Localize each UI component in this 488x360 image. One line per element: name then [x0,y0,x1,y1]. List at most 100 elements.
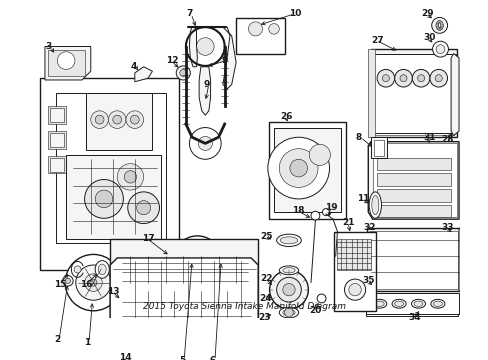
Text: 33: 33 [441,224,453,233]
Circle shape [113,115,122,124]
Ellipse shape [398,302,409,314]
Polygon shape [223,247,229,274]
Circle shape [382,75,388,82]
Text: 7: 7 [185,9,192,18]
Text: 32: 32 [363,224,376,233]
Text: 10: 10 [288,9,301,18]
Text: 28: 28 [441,135,453,144]
Circle shape [429,69,447,87]
Text: 31: 31 [422,133,434,142]
Circle shape [284,308,293,317]
Ellipse shape [366,302,377,314]
Polygon shape [199,67,210,115]
Circle shape [440,24,443,27]
Bar [370,137,386,158]
Circle shape [267,137,329,199]
Bar [373,140,384,156]
Ellipse shape [279,307,298,318]
Circle shape [310,211,319,220]
Circle shape [435,45,444,54]
Circle shape [84,180,123,218]
Circle shape [435,24,438,27]
Text: 8: 8 [354,133,361,142]
Ellipse shape [376,154,447,165]
Ellipse shape [280,237,297,244]
Text: 3: 3 [45,42,51,51]
Ellipse shape [375,301,384,306]
Circle shape [172,236,222,285]
Ellipse shape [376,202,447,212]
Text: 19: 19 [325,203,337,212]
Circle shape [317,294,325,303]
Text: 12: 12 [165,56,178,65]
Ellipse shape [98,264,106,275]
Bar [121,255,250,286]
Bar [365,300,457,316]
Circle shape [117,164,143,190]
Circle shape [190,253,204,267]
Text: 25: 25 [260,232,272,241]
Circle shape [435,24,438,27]
Circle shape [324,183,329,188]
Circle shape [189,127,221,159]
Circle shape [440,23,443,26]
Circle shape [435,26,438,28]
Polygon shape [66,155,161,239]
Circle shape [208,245,240,276]
Circle shape [411,67,429,84]
Circle shape [381,71,389,80]
Circle shape [394,67,411,84]
Circle shape [289,159,307,177]
Circle shape [435,26,438,29]
Circle shape [185,27,224,66]
Circle shape [431,17,447,33]
Text: 6: 6 [209,356,216,360]
Polygon shape [450,54,458,135]
Circle shape [429,67,447,84]
Bar [370,49,456,137]
Circle shape [95,190,113,208]
Bar [376,174,450,186]
Circle shape [198,136,212,150]
Circle shape [108,111,126,129]
Polygon shape [365,293,458,314]
Text: 29: 29 [420,9,433,18]
Circle shape [394,69,411,87]
Circle shape [437,21,440,23]
Circle shape [436,27,439,30]
Bar [236,18,284,54]
Text: 5: 5 [179,356,185,360]
Circle shape [90,279,97,286]
Bar [117,252,253,289]
Circle shape [436,21,438,24]
Circle shape [127,192,159,224]
Ellipse shape [430,300,444,308]
Polygon shape [367,141,458,219]
Circle shape [324,139,329,144]
Circle shape [435,23,438,26]
Polygon shape [135,67,152,82]
Circle shape [440,26,442,28]
Polygon shape [370,54,455,133]
Circle shape [62,275,73,286]
Text: 2015 Toyota Sienna Intake Manifold Diagram: 2015 Toyota Sienna Intake Manifold Diagr… [142,302,346,311]
Bar [50,133,64,147]
Circle shape [411,69,429,87]
Circle shape [439,26,442,29]
Bar [376,158,450,170]
Circle shape [268,24,279,34]
Bar [333,231,375,311]
Ellipse shape [282,267,295,273]
Text: 16: 16 [80,280,93,289]
Text: 15: 15 [54,280,66,289]
Circle shape [438,27,441,30]
Circle shape [308,144,330,166]
Circle shape [279,149,317,188]
Ellipse shape [446,302,456,314]
Bar [367,49,375,137]
Circle shape [324,174,329,180]
Polygon shape [253,274,258,340]
Circle shape [130,115,139,124]
Circle shape [344,279,365,300]
Circle shape [416,71,425,80]
